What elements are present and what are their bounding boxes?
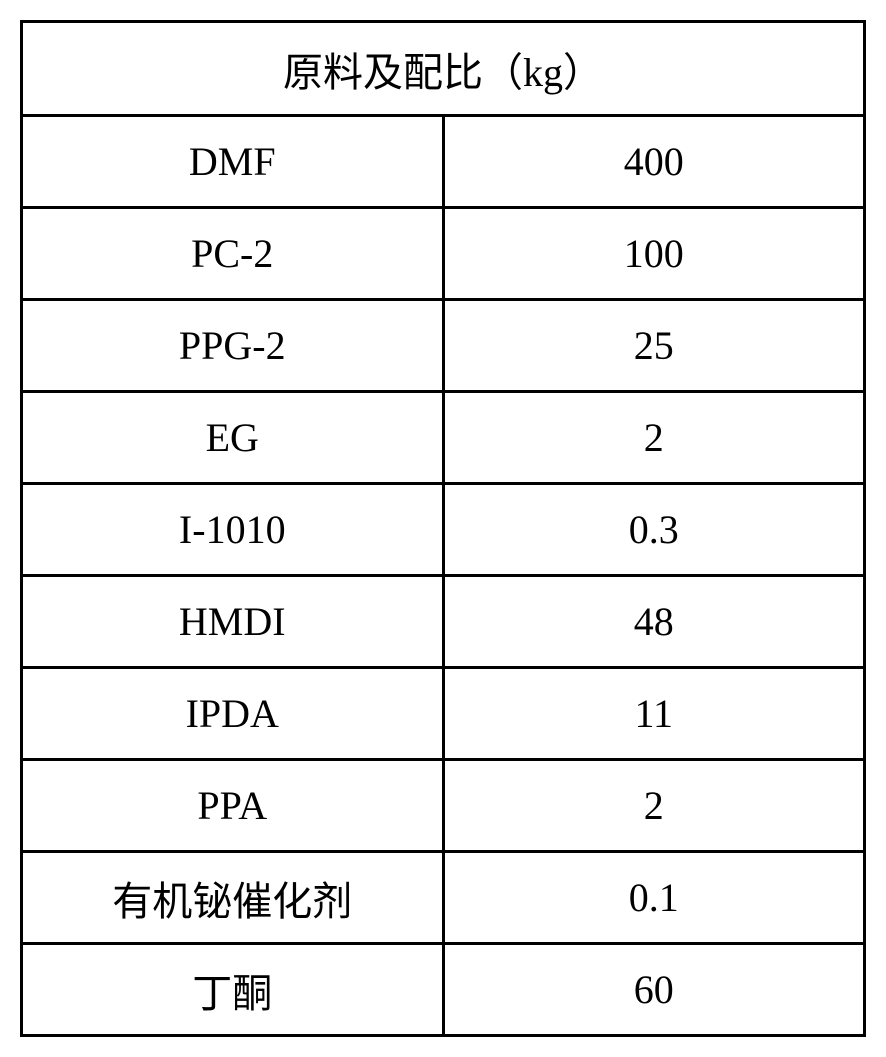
table-row: 有机铋催化剂 0.1 — [22, 852, 865, 944]
table-row: I-1010 0.3 — [22, 484, 865, 576]
table-header: 原料及配比（kg） — [22, 22, 865, 116]
material-name: IPDA — [22, 668, 444, 760]
table-row: IPDA 11 — [22, 668, 865, 760]
material-amount: 48 — [443, 576, 865, 668]
table-row: PPG-2 25 — [22, 300, 865, 392]
material-amount: 2 — [443, 760, 865, 852]
material-amount: 11 — [443, 668, 865, 760]
table-row: 丁酮 60 — [22, 944, 865, 1036]
material-amount: 0.3 — [443, 484, 865, 576]
material-name: 有机铋催化剂 — [22, 852, 444, 944]
material-amount: 100 — [443, 208, 865, 300]
material-name: I-1010 — [22, 484, 444, 576]
material-amount: 25 — [443, 300, 865, 392]
material-name: HMDI — [22, 576, 444, 668]
material-name: EG — [22, 392, 444, 484]
materials-table-container: 原料及配比（kg） DMF 400 PC-2 100 PPG-2 25 EG 2… — [20, 20, 866, 1037]
material-name: 丁酮 — [22, 944, 444, 1036]
table-row: DMF 400 — [22, 116, 865, 208]
material-amount: 400 — [443, 116, 865, 208]
table-row: PC-2 100 — [22, 208, 865, 300]
material-amount: 0.1 — [443, 852, 865, 944]
material-amount: 2 — [443, 392, 865, 484]
material-name: DMF — [22, 116, 444, 208]
material-name: PPA — [22, 760, 444, 852]
materials-table: 原料及配比（kg） DMF 400 PC-2 100 PPG-2 25 EG 2… — [20, 20, 866, 1037]
material-amount: 60 — [443, 944, 865, 1036]
table-row: HMDI 48 — [22, 576, 865, 668]
table-header-row: 原料及配比（kg） — [22, 22, 865, 116]
material-name: PC-2 — [22, 208, 444, 300]
table-row: PPA 2 — [22, 760, 865, 852]
material-name: PPG-2 — [22, 300, 444, 392]
table-row: EG 2 — [22, 392, 865, 484]
